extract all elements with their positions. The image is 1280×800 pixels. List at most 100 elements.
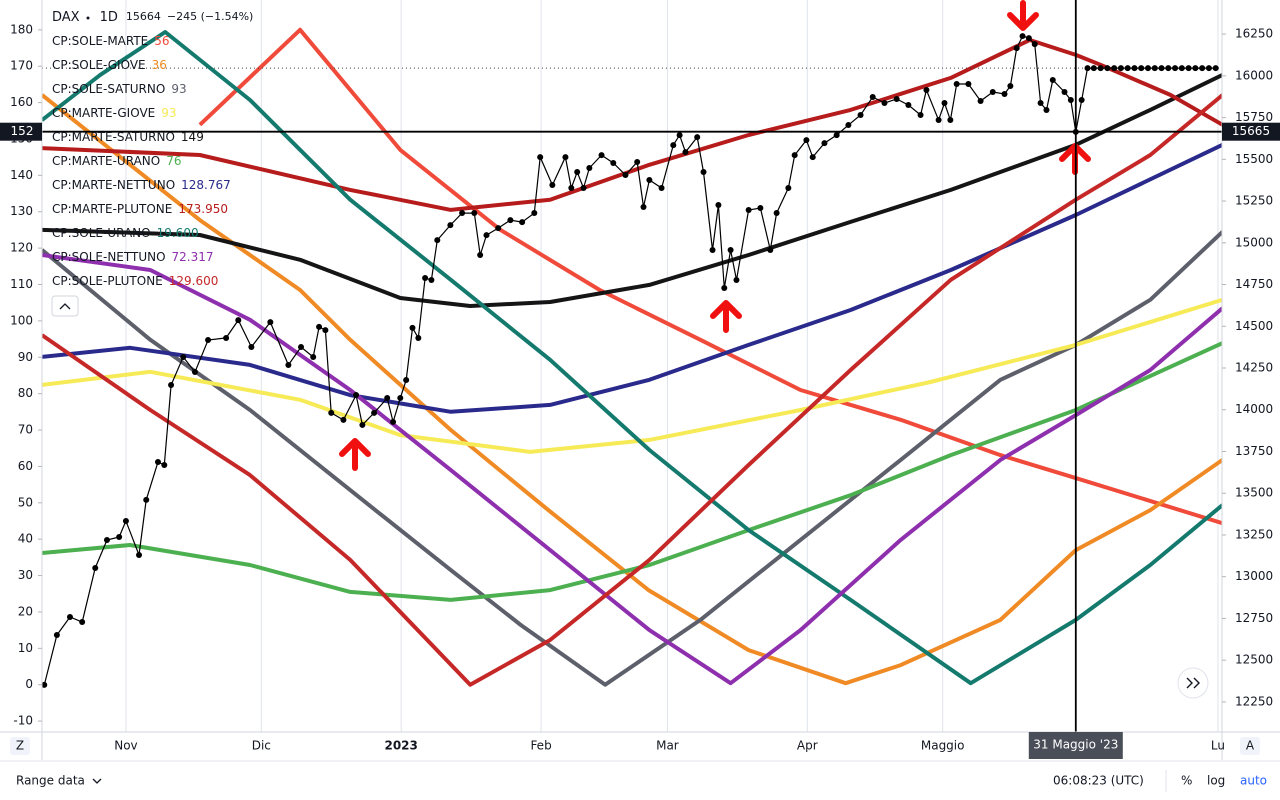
price-point	[66, 613, 73, 620]
scroll-right-button[interactable]	[1177, 667, 1209, 699]
log-toggle[interactable]: log	[1207, 774, 1225, 788]
price-point	[409, 324, 416, 331]
y-tick-label: 0	[25, 677, 33, 691]
price-point	[941, 100, 948, 107]
legend-entry: CP:MARTE-PLUTONE 173.950	[52, 202, 228, 216]
price-point	[223, 334, 230, 341]
price-point	[459, 210, 466, 217]
series-line	[42, 253, 1222, 686]
price-point	[1165, 65, 1172, 72]
price-point	[495, 225, 502, 232]
price-point	[359, 421, 366, 428]
price-point	[477, 251, 484, 258]
price-point	[821, 140, 828, 147]
price-point	[353, 392, 360, 399]
price-point	[670, 142, 677, 149]
range-button[interactable]: Range data	[16, 774, 85, 788]
y-tick-label: 140	[10, 168, 33, 182]
price-point	[580, 185, 587, 192]
price-point	[267, 319, 274, 326]
y-tick-label: 170	[10, 59, 33, 73]
y-tick-label: 160	[10, 95, 33, 109]
price-point	[1007, 82, 1014, 89]
price-point	[869, 94, 876, 101]
price-point	[1043, 107, 1050, 114]
crosshair-y-label: 152	[11, 124, 34, 138]
price-point	[1124, 65, 1131, 72]
price-point	[1178, 65, 1185, 72]
price-point	[845, 122, 852, 129]
legend-name: CP:SOLE-PLUTONE	[52, 274, 163, 288]
legend-name: CP:MARTE-SATURNO	[52, 130, 175, 144]
y-tick-label: 110	[10, 277, 33, 291]
price-point	[1151, 65, 1158, 72]
series-line	[198, 27, 1222, 526]
price-point	[205, 336, 212, 343]
last-price: 15664	[126, 10, 161, 23]
price-point	[180, 353, 187, 360]
price-point	[881, 100, 888, 107]
price-point	[471, 210, 478, 217]
chart-header: DAX 1D 15664 −245 (−1.54%)	[52, 10, 253, 25]
percent-toggle[interactable]: %	[1181, 774, 1192, 788]
price-point	[1199, 65, 1206, 72]
y-tick-label: 90	[18, 350, 33, 364]
price-point	[1192, 65, 1199, 72]
y-tick-label: 50	[18, 495, 33, 509]
symbol: DAX	[52, 10, 80, 25]
price-point	[42, 681, 48, 688]
y-tick-label: 60	[18, 459, 33, 473]
y2-tick-label: 13500	[1235, 486, 1273, 500]
z-label: Z	[16, 739, 24, 753]
price-point	[610, 159, 617, 166]
legend-value: 129.600	[169, 274, 219, 288]
price-point	[721, 285, 728, 292]
price-point	[727, 246, 734, 253]
price-point	[1185, 65, 1192, 72]
a-button[interactable]	[1240, 737, 1260, 755]
price-point	[574, 168, 581, 175]
legend-name: CP:MARTE-PLUTONE	[52, 202, 172, 216]
price-point	[384, 395, 391, 402]
z-button[interactable]	[10, 737, 30, 755]
price-point	[1084, 65, 1091, 72]
auto-toggle[interactable]: auto	[1240, 774, 1267, 788]
price-point	[103, 536, 110, 543]
price-point	[953, 80, 960, 87]
y-tick-label: 130	[10, 204, 33, 218]
price-point	[371, 409, 378, 416]
price-point	[136, 552, 143, 559]
series-line	[42, 38, 1222, 212]
legend-entry: CP:MARTE-NETTUNO 128.767	[52, 178, 231, 192]
price-point	[322, 327, 329, 334]
price-point	[1097, 65, 1104, 72]
price-point	[507, 217, 514, 224]
price-point	[143, 496, 150, 503]
price-point	[1013, 45, 1020, 52]
y2-tick-label: 16000	[1235, 68, 1273, 82]
x-tick-label: Dic	[252, 739, 271, 753]
price-point	[1037, 100, 1044, 107]
legend-name: CP:MARTE-URANO	[52, 154, 160, 168]
price-line	[43, 35, 1216, 686]
legend-value: 76	[166, 154, 181, 168]
price-point	[161, 462, 168, 469]
y-tick-label: 20	[18, 604, 33, 618]
price-point	[658, 185, 665, 192]
legend-name: CP:SOLE-MARTE	[52, 34, 148, 48]
y2-tick-label: 14500	[1235, 319, 1273, 333]
price-point	[403, 377, 410, 384]
x-tick-label: Mar	[656, 739, 679, 753]
collapse-legend-button[interactable]	[51, 295, 79, 317]
series-line	[42, 142, 1222, 414]
price-point	[310, 353, 317, 360]
y-tick-label: 30	[18, 568, 33, 582]
y2-tick-label: 14000	[1235, 402, 1273, 416]
price-point	[640, 204, 647, 211]
legend-name: CP:MARTE-GIOVE	[52, 106, 155, 120]
y2-tick-label: 15500	[1235, 152, 1273, 166]
y2-tick-label: 13750	[1235, 444, 1273, 458]
legend-entry: CP:SOLE-URANO 19.600	[52, 226, 199, 240]
price-point	[1111, 65, 1118, 72]
double-chevron-icon	[1186, 677, 1200, 689]
